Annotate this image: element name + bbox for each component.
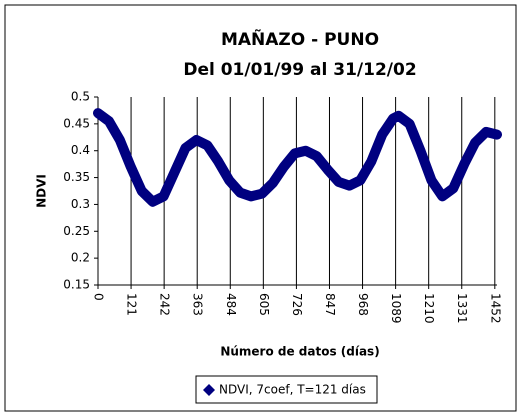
- y-axis-label: NDVI: [35, 174, 49, 208]
- x-tick-label: 726: [290, 293, 304, 316]
- x-tick-label: 605: [257, 293, 271, 316]
- x-tick-label: 484: [224, 293, 238, 316]
- x-tick-label: 0: [92, 293, 106, 301]
- legend-marker: [203, 384, 215, 396]
- x-tick-label: 847: [323, 293, 337, 316]
- legend-box: [195, 375, 378, 404]
- x-tick-label: 242: [158, 293, 172, 316]
- x-tick-label: 1331: [455, 293, 469, 324]
- y-tick-label: 0.5: [71, 90, 90, 104]
- x-axis-label: Número de datos (días): [220, 345, 379, 359]
- chart-frame: [4, 4, 517, 412]
- y-tick-label: 0.35: [63, 170, 90, 184]
- x-tick-label: 363: [191, 293, 205, 316]
- chart-subtitle: Del 01/01/99 al 31/12/02: [183, 60, 416, 80]
- x-tick-label: 1089: [389, 293, 403, 324]
- y-tick-label: 0.45: [63, 116, 90, 130]
- x-tick-label: 1210: [422, 293, 436, 324]
- x-tick-label: 1452: [488, 293, 502, 324]
- x-tick-label: 968: [356, 293, 370, 316]
- y-tick-label: 0.2: [71, 251, 90, 265]
- y-tick-label: 0.3: [71, 197, 90, 211]
- y-tick-label: 0.4: [71, 143, 90, 157]
- y-tick-label: 0.15: [63, 278, 90, 292]
- y-tick-label: 0.25: [63, 224, 90, 238]
- legend-label: NDVI, 7coef, T=121 días: [219, 383, 366, 397]
- x-tick-label: 121: [125, 293, 139, 316]
- data-line: [93, 108, 502, 207]
- chart-title: MAÑAZO - PUNO: [221, 27, 379, 50]
